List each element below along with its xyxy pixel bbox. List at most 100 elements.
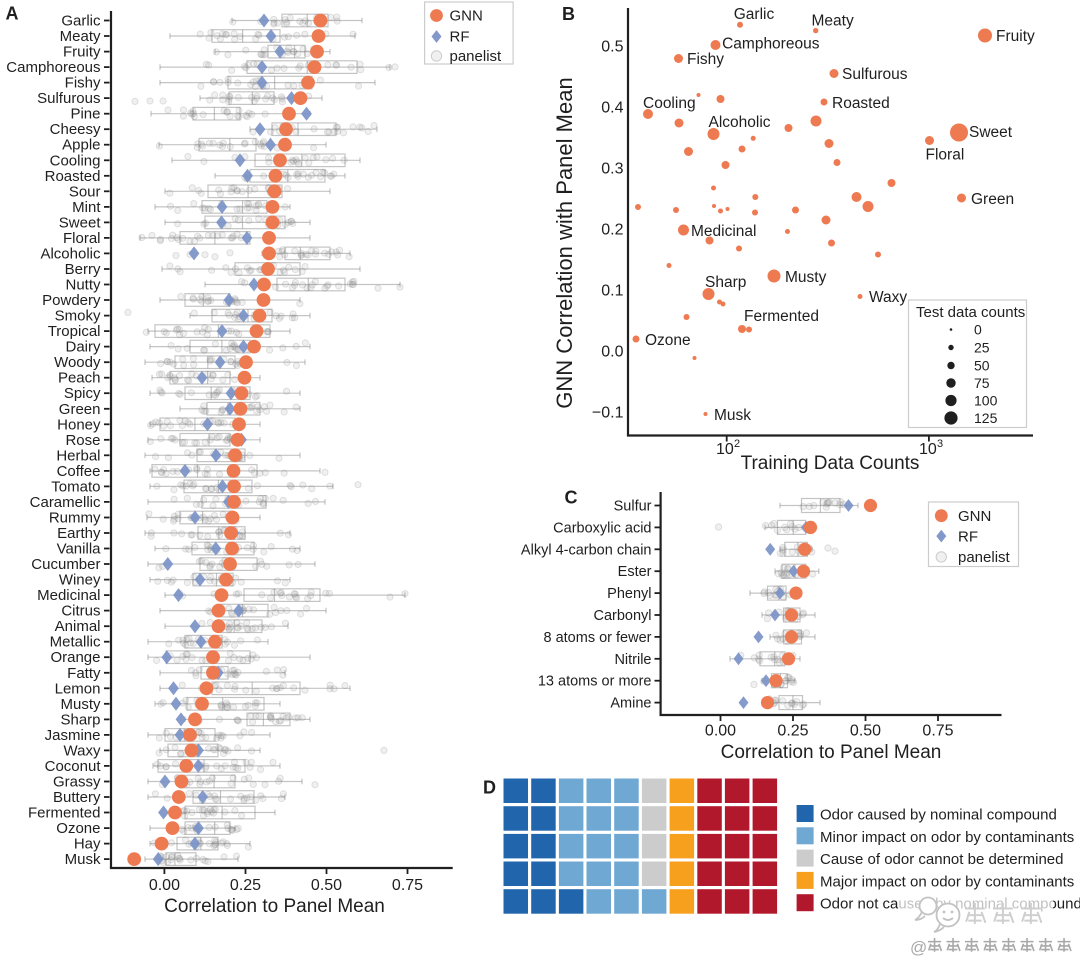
svg-text:125: 125	[974, 410, 998, 426]
svg-text:Musty: Musty	[60, 696, 101, 713]
svg-text:A: A	[6, 4, 19, 24]
svg-text:Berry: Berry	[65, 261, 101, 278]
svg-text:Amine: Amine	[610, 696, 651, 712]
svg-text:10: 10	[919, 441, 937, 458]
svg-text:Lemon: Lemon	[55, 680, 101, 697]
svg-text:Coconut: Coconut	[45, 758, 102, 775]
svg-text:Mint: Mint	[72, 199, 101, 216]
svg-text:50: 50	[974, 358, 990, 374]
svg-text:Odor caused by nominal compoun: Odor caused by nominal compound	[820, 807, 1057, 824]
svg-text:RF: RF	[450, 29, 470, 46]
svg-text:0.75: 0.75	[922, 723, 953, 740]
svg-text:Correlation to Panel Mean: Correlation to Panel Mean	[721, 742, 942, 763]
svg-text:8 atoms or fewer: 8 atoms or fewer	[544, 630, 652, 646]
svg-text:25: 25	[974, 340, 990, 356]
svg-text:Camphoreous: Camphoreous	[722, 36, 820, 53]
svg-text:Nutty: Nutty	[65, 277, 101, 294]
svg-text:C: C	[565, 488, 578, 508]
svg-text:0.1: 0.1	[601, 282, 623, 299]
svg-text:Peach: Peach	[58, 370, 101, 387]
svg-text:Major impact on odor by contam: Major impact on odor by contaminants	[820, 873, 1074, 890]
svg-text:Floral: Floral	[63, 230, 101, 247]
svg-text:0.50: 0.50	[311, 877, 342, 894]
svg-text:Fruity: Fruity	[63, 44, 101, 61]
svg-text:Sweet: Sweet	[59, 214, 102, 231]
svg-text:Orange: Orange	[50, 649, 100, 666]
svg-text:75: 75	[974, 375, 990, 391]
svg-text:Meaty: Meaty	[60, 28, 101, 45]
svg-text:@: @	[910, 938, 927, 957]
svg-text:Herbal: Herbal	[56, 447, 100, 464]
svg-text:0: 0	[974, 322, 982, 338]
svg-text:Metallic: Metallic	[50, 634, 101, 651]
svg-text:0.50: 0.50	[850, 723, 881, 740]
svg-text:Fermented: Fermented	[28, 805, 101, 822]
svg-text:Grassy: Grassy	[53, 774, 101, 791]
svg-text:Honey: Honey	[57, 416, 101, 433]
svg-text:0.4: 0.4	[601, 99, 623, 116]
svg-text:GNN Correlation with Panel Mea: GNN Correlation with Panel Mean	[552, 77, 577, 408]
svg-text:Alcoholic: Alcoholic	[709, 114, 771, 131]
svg-text:Floral: Floral	[926, 147, 965, 164]
svg-text:Carbonyl: Carbonyl	[593, 608, 651, 624]
svg-text:Citrus: Citrus	[61, 603, 100, 620]
svg-text:Woody: Woody	[54, 354, 101, 371]
svg-text:Cooling: Cooling	[643, 95, 696, 112]
svg-text:Waxy: Waxy	[869, 289, 907, 306]
svg-text:Green: Green	[971, 191, 1014, 208]
svg-text:0.0: 0.0	[601, 343, 623, 360]
svg-text:Roasted: Roasted	[45, 168, 101, 185]
svg-text:Sour: Sour	[69, 183, 101, 200]
svg-text:−0.1: −0.1	[592, 404, 624, 421]
svg-text:Cucumber: Cucumber	[31, 556, 100, 573]
svg-text:Correlation to Panel Mean: Correlation to Panel Mean	[164, 896, 385, 917]
svg-text:Sweet: Sweet	[969, 124, 1013, 141]
svg-text:Sharp: Sharp	[705, 274, 746, 291]
svg-text:Pine: Pine	[70, 106, 100, 123]
svg-text:Coffee: Coffee	[57, 463, 101, 480]
svg-text:Minor impact on odor by contam: Minor impact on odor by contaminants	[820, 829, 1074, 846]
svg-text:2: 2	[734, 438, 740, 450]
svg-text:Ozone: Ozone	[645, 332, 691, 349]
svg-text:Fatty: Fatty	[67, 665, 101, 682]
svg-text:Garlic: Garlic	[61, 13, 101, 30]
svg-text:Cause of odor cannot be determ: Cause of odor cannot be determined	[820, 851, 1064, 868]
svg-text:Earthy: Earthy	[57, 525, 101, 542]
svg-text:Rose: Rose	[65, 432, 100, 449]
svg-text:Cheesy: Cheesy	[50, 121, 101, 138]
svg-text:Alcoholic: Alcoholic	[40, 245, 101, 262]
svg-text:0.75: 0.75	[392, 877, 423, 894]
svg-text:Sharp: Sharp	[60, 711, 100, 728]
svg-text:10: 10	[716, 441, 734, 458]
svg-text:Sulfurous: Sulfurous	[37, 90, 100, 107]
svg-text:Smoky: Smoky	[55, 308, 101, 325]
svg-text:100: 100	[974, 393, 998, 409]
svg-text:Green: Green	[59, 401, 101, 418]
svg-text:Musk: Musk	[65, 851, 101, 868]
svg-text:Jasmine: Jasmine	[45, 727, 101, 744]
svg-text:Tomato: Tomato	[51, 478, 100, 495]
svg-text:Ozone: Ozone	[56, 820, 100, 837]
svg-text:Test data counts: Test data counts	[916, 304, 1025, 321]
svg-text:Fruity: Fruity	[996, 28, 1035, 45]
svg-text:Buttery: Buttery	[53, 789, 101, 806]
svg-text:Camphoreous: Camphoreous	[6, 59, 100, 76]
svg-text:Winey: Winey	[59, 572, 101, 589]
svg-text:Tropical: Tropical	[48, 323, 101, 340]
svg-text:Musty: Musty	[785, 269, 827, 286]
svg-text:Rummy: Rummy	[49, 510, 101, 527]
svg-text:Sulfurous: Sulfurous	[842, 66, 908, 83]
svg-text:B: B	[562, 4, 575, 24]
svg-text:0.5: 0.5	[601, 38, 623, 55]
svg-text:3: 3	[937, 438, 943, 450]
svg-text:Medicinal: Medicinal	[691, 223, 756, 240]
svg-text:Carboxylic acid: Carboxylic acid	[553, 520, 651, 536]
svg-text:Fishy: Fishy	[687, 51, 724, 68]
svg-text:panelist: panelist	[450, 48, 503, 65]
svg-text:Garlic: Garlic	[734, 6, 775, 23]
svg-text:GNN: GNN	[450, 8, 483, 25]
svg-text:Nitrile: Nitrile	[614, 652, 651, 668]
svg-text:Cooling: Cooling	[50, 152, 101, 169]
svg-text:Musk: Musk	[714, 407, 751, 424]
svg-text:Hay: Hay	[74, 836, 101, 853]
